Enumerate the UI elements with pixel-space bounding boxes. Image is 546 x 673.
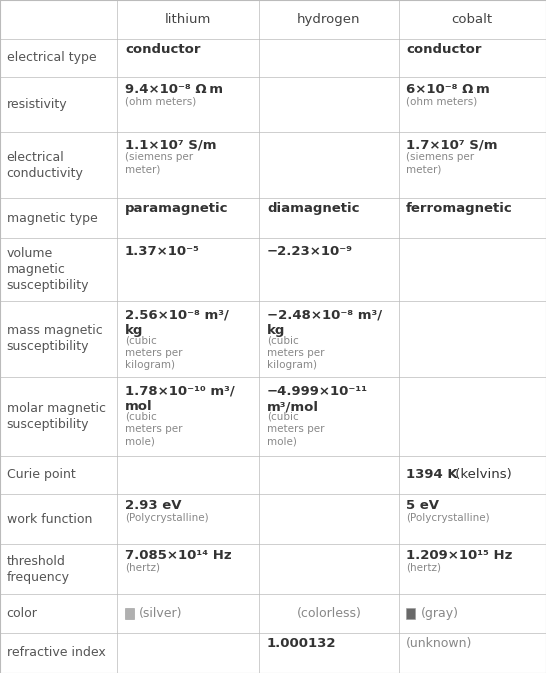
Text: (colorless): (colorless) xyxy=(296,607,361,620)
Text: (hertz): (hertz) xyxy=(125,563,160,573)
Text: resistivity: resistivity xyxy=(7,98,67,111)
Text: threshold
frequency: threshold frequency xyxy=(7,555,69,583)
Text: magnetic type: magnetic type xyxy=(7,212,97,225)
Text: −4.999×10⁻¹¹
m³/mol: −4.999×10⁻¹¹ m³/mol xyxy=(267,385,368,413)
Text: (hertz): (hertz) xyxy=(406,563,441,573)
Text: (gray): (gray) xyxy=(420,607,459,620)
Text: color: color xyxy=(7,607,38,620)
Text: 1.37×10⁻⁵: 1.37×10⁻⁵ xyxy=(125,244,200,258)
Text: (Polycrystalline): (Polycrystalline) xyxy=(406,513,490,522)
Text: work function: work function xyxy=(7,513,92,526)
Text: 1.1×10⁷ S/m: 1.1×10⁷ S/m xyxy=(125,139,217,151)
Text: mass magnetic
susceptibility: mass magnetic susceptibility xyxy=(7,324,102,353)
Text: (unknown): (unknown) xyxy=(406,637,473,649)
Text: (cubic
meters per
kilogram): (cubic meters per kilogram) xyxy=(267,335,324,370)
Bar xyxy=(125,608,134,618)
Text: lithium: lithium xyxy=(165,13,211,26)
Text: (ohm meters): (ohm meters) xyxy=(125,96,196,106)
Text: hydrogen: hydrogen xyxy=(297,13,361,26)
Text: 6×10⁻⁸ Ω m: 6×10⁻⁸ Ω m xyxy=(406,83,490,96)
Text: electrical type: electrical type xyxy=(7,51,96,65)
Text: 2.93 eV: 2.93 eV xyxy=(125,499,181,512)
Text: (silver): (silver) xyxy=(139,607,183,620)
Text: (Polycrystalline): (Polycrystalline) xyxy=(125,513,209,522)
Text: (ohm meters): (ohm meters) xyxy=(406,96,477,106)
Text: Curie point: Curie point xyxy=(7,468,75,481)
Text: 1.000132: 1.000132 xyxy=(267,637,336,649)
Text: 1394 K: 1394 K xyxy=(406,468,458,481)
Text: 7.085×10¹⁴ Hz: 7.085×10¹⁴ Hz xyxy=(125,549,232,562)
Text: conductor: conductor xyxy=(125,42,200,55)
Text: ferromagnetic: ferromagnetic xyxy=(406,202,513,215)
Text: 9.4×10⁻⁸ Ω m: 9.4×10⁻⁸ Ω m xyxy=(125,83,223,96)
Text: 1.209×10¹⁵ Hz: 1.209×10¹⁵ Hz xyxy=(406,549,513,562)
Text: 1.7×10⁷ S/m: 1.7×10⁷ S/m xyxy=(406,139,498,151)
Text: (siemens per
meter): (siemens per meter) xyxy=(125,152,193,174)
Bar xyxy=(406,608,415,618)
Text: (cubic
meters per
mole): (cubic meters per mole) xyxy=(267,411,324,446)
Text: volume
magnetic
susceptibility: volume magnetic susceptibility xyxy=(7,247,89,292)
Text: (cubic
meters per
mole): (cubic meters per mole) xyxy=(125,411,182,446)
Text: paramagnetic: paramagnetic xyxy=(125,202,229,215)
Text: (siemens per
meter): (siemens per meter) xyxy=(406,152,474,174)
Text: 2.56×10⁻⁸ m³/
kg: 2.56×10⁻⁸ m³/ kg xyxy=(125,309,229,337)
Text: refractive index: refractive index xyxy=(7,646,105,660)
Text: diamagnetic: diamagnetic xyxy=(267,202,359,215)
Text: cobalt: cobalt xyxy=(452,13,493,26)
Text: (cubic
meters per
kilogram): (cubic meters per kilogram) xyxy=(125,335,182,370)
Text: −2.23×10⁻⁹: −2.23×10⁻⁹ xyxy=(267,244,353,258)
Text: (kelvins): (kelvins) xyxy=(451,468,512,481)
Text: −2.48×10⁻⁸ m³/
kg: −2.48×10⁻⁸ m³/ kg xyxy=(267,309,382,337)
Text: 1.78×10⁻¹⁰ m³/
mol: 1.78×10⁻¹⁰ m³/ mol xyxy=(125,385,235,413)
Text: 5 eV: 5 eV xyxy=(406,499,439,512)
Text: conductor: conductor xyxy=(406,42,482,55)
Text: electrical
conductivity: electrical conductivity xyxy=(7,151,84,180)
Text: molar magnetic
susceptibility: molar magnetic susceptibility xyxy=(7,402,105,431)
